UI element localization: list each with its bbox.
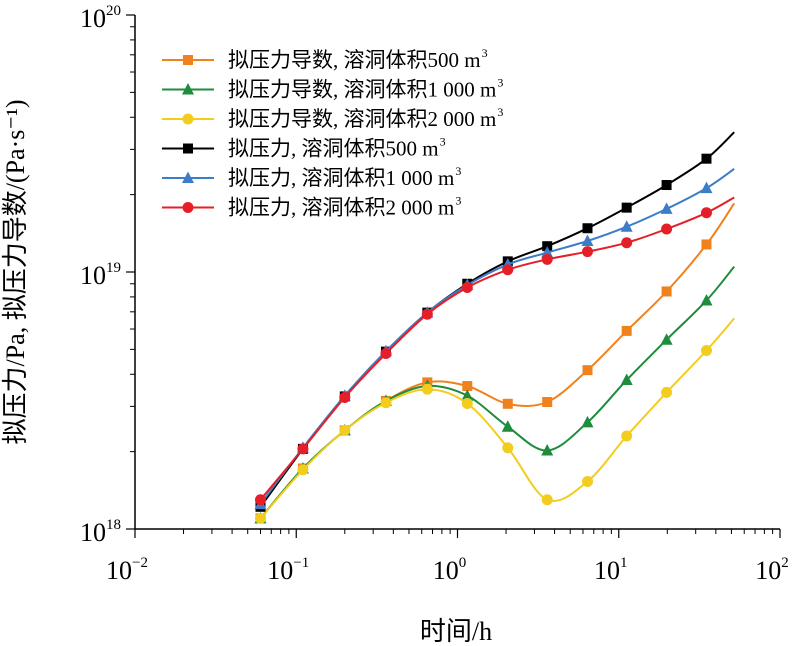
data-point: [380, 397, 392, 409]
data-point: [541, 253, 553, 265]
data-point: [501, 420, 514, 432]
data-point: [541, 246, 554, 258]
legend-item: 拟压力导数, 溶洞体积500 m3: [162, 46, 488, 72]
legend-item: 拟压力导数, 溶洞体积2 000 m3: [162, 105, 503, 131]
x-tick-label: 10−1: [267, 555, 309, 585]
data-point: [461, 389, 474, 401]
data-point: [542, 397, 553, 408]
data-point: [581, 234, 594, 247]
series-line: [259, 196, 735, 501]
data-point: [582, 365, 593, 376]
data-point: [254, 512, 266, 524]
legend-marker: [182, 113, 194, 125]
series-5: [254, 167, 735, 510]
x-tick-label: 100: [433, 555, 467, 585]
data-point: [297, 464, 309, 476]
series-3: [254, 317, 735, 524]
data-point: [661, 386, 673, 398]
y-axis-title: 拟压力/Pa, 拟压力导数/(Pa·s⁻¹): [1, 99, 30, 444]
legend-marker: [183, 55, 193, 65]
data-point: [461, 282, 473, 294]
series-layer: [254, 131, 736, 524]
data-point: [660, 333, 673, 345]
x-tick-label: 102: [755, 555, 789, 585]
data-point: [581, 246, 593, 258]
data-point: [701, 153, 712, 164]
data-point: [661, 223, 673, 235]
legend: 拟压力导数, 溶洞体积500 m3 拟压力导数, 溶洞体积1 000 m3 拟压力导…: [162, 46, 503, 220]
legend-item: 拟压力, 溶洞体积500 m3: [162, 135, 446, 161]
series-6: [254, 196, 735, 506]
data-point: [462, 381, 473, 392]
legend-item: 拟压力, 溶洞体积1 000 m3: [162, 164, 461, 190]
data-point: [620, 373, 633, 385]
y-tick-label: 1018: [80, 517, 121, 547]
legend-label: 拟压力导数, 溶洞体积1 000 m3: [228, 76, 503, 102]
data-point: [421, 383, 433, 395]
data-point: [421, 308, 433, 320]
x-axis-title: 时间/h: [420, 617, 492, 646]
data-point: [502, 264, 514, 276]
data-point: [581, 415, 594, 428]
data-point: [339, 424, 351, 436]
data-point: [582, 223, 593, 234]
legend-label: 拟压力, 溶洞体积500 m3: [228, 135, 446, 161]
data-point: [621, 237, 633, 249]
legend-label: 拟压力导数, 溶洞体积2 000 m3: [228, 105, 503, 131]
legend-marker: [182, 202, 194, 213]
legend-label: 拟压力导数, 溶洞体积500 m3: [228, 46, 488, 72]
data-point: [701, 239, 712, 250]
data-point: [297, 443, 309, 455]
data-point: [621, 325, 632, 336]
legend-marker: [182, 83, 194, 95]
data-point: [461, 397, 473, 409]
data-point: [660, 202, 673, 214]
data-point: [621, 430, 633, 442]
data-point: [581, 476, 593, 488]
series-line: [259, 202, 736, 520]
legend-label: 拟压力, 溶洞体积2 000 m3: [228, 194, 461, 220]
data-point: [339, 391, 351, 403]
y-tick-label: 1020: [80, 3, 121, 33]
y-tick-label: 1019: [80, 260, 121, 290]
axes: 10−2 10−1 100 101 102 1018 1019 1020: [80, 3, 789, 585]
data-point: [700, 344, 712, 356]
data-point: [541, 444, 554, 456]
legend-item: 拟压力, 溶洞体积2 000 m3: [162, 194, 461, 220]
data-point: [380, 347, 392, 359]
data-point: [502, 398, 513, 409]
data-point: [621, 202, 632, 213]
data-point: [254, 494, 266, 506]
x-tick-label: 10−2: [106, 555, 148, 585]
series-1: [255, 202, 736, 524]
data-point: [541, 494, 553, 506]
data-point: [502, 442, 514, 454]
legend-marker: [182, 171, 194, 183]
data-point: [620, 220, 633, 232]
legend-item: 拟压力导数, 溶洞体积1 000 m3: [162, 76, 503, 102]
x-tick-label: 101: [594, 555, 628, 585]
legend-marker: [183, 143, 193, 154]
data-point: [661, 180, 672, 191]
legend-label: 拟压力, 溶洞体积1 000 m3: [228, 164, 461, 190]
data-point: [700, 181, 713, 194]
data-point: [700, 207, 712, 219]
data-point: [661, 286, 672, 297]
data-point: [700, 293, 713, 306]
